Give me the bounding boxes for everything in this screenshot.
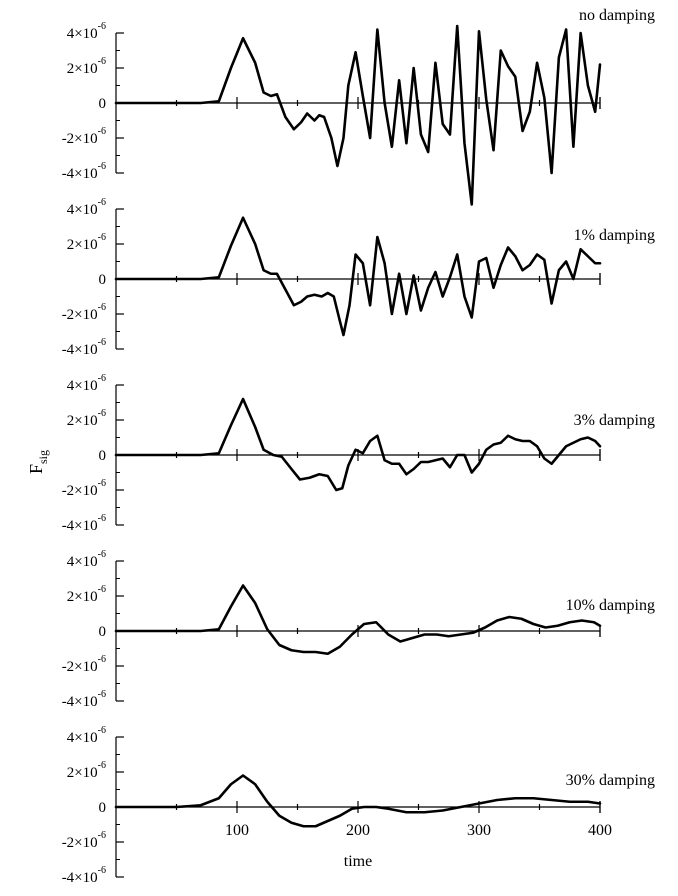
y-tick-mantissa: 2×10 xyxy=(67,61,98,77)
x-tick-label: 400 xyxy=(588,822,612,839)
y-tick-exponent: -6 xyxy=(98,21,106,32)
series-label: no damping xyxy=(579,7,655,24)
y-tick-label: -4×10-6 xyxy=(62,337,106,358)
y-tick-exponent: -6 xyxy=(98,654,106,665)
panel-1: 4×10-62×10-60-2×10-6-4×10-6no damping xyxy=(62,7,655,206)
y-tick-mantissa: -2×10 xyxy=(62,835,98,851)
y-tick-exponent: -6 xyxy=(98,408,106,419)
y-tick-exponent: -6 xyxy=(98,373,106,384)
x-tick-label: 100 xyxy=(225,822,249,839)
panel-2: 4×10-62×10-60-2×10-6-4×10-61% damping xyxy=(62,197,655,358)
y-tick-label: -2×10-6 xyxy=(62,654,106,675)
y-axis-title: Fsig xyxy=(26,450,50,474)
y-tick-mantissa: -4×10 xyxy=(62,694,98,710)
y-tick-label: -2×10-6 xyxy=(62,302,106,323)
panel-3: 4×10-62×10-60-2×10-6-4×10-63% damping xyxy=(62,373,655,534)
y-tick-mantissa: -2×10 xyxy=(62,131,98,147)
y-tick-label: 4×10-6 xyxy=(67,197,106,218)
x-axis-title: time xyxy=(344,853,372,870)
y-tick-exponent: -6 xyxy=(98,197,106,208)
y-tick-label: -4×10-6 xyxy=(62,513,106,534)
series-line xyxy=(114,774,602,828)
y-axis-title-main: F xyxy=(26,464,46,474)
y-tick-label: -2×10-6 xyxy=(62,830,106,851)
series-label: 30% damping xyxy=(566,772,655,789)
series-label: 10% damping xyxy=(566,597,655,614)
panel-5: 4×10-62×10-60-2×10-6-4×10-630% damping10… xyxy=(62,725,655,886)
y-tick-label: 2×10-6 xyxy=(67,232,106,253)
y-tick-mantissa: -4×10 xyxy=(62,870,98,886)
y-tick-exponent: -6 xyxy=(98,478,106,489)
y-tick-label: 4×10-6 xyxy=(67,21,106,42)
y-tick-label: 0 xyxy=(99,624,107,640)
y-tick-label: 4×10-6 xyxy=(67,373,106,394)
y-tick-mantissa: -2×10 xyxy=(62,659,98,675)
y-tick-label: 0 xyxy=(99,448,107,464)
y-tick-mantissa: 4×10 xyxy=(67,26,98,42)
y-tick-label: -4×10-6 xyxy=(62,689,106,710)
panel-4: 4×10-62×10-60-2×10-6-4×10-610% damping xyxy=(62,549,655,710)
y-tick-exponent: -6 xyxy=(98,126,106,137)
y-tick-mantissa: 0 xyxy=(99,96,107,112)
y-tick-label: 2×10-6 xyxy=(67,408,106,429)
y-tick-label: 2×10-6 xyxy=(67,56,106,77)
y-tick-mantissa: -4×10 xyxy=(62,342,98,358)
y-tick-exponent: -6 xyxy=(98,161,106,172)
y-tick-mantissa: 0 xyxy=(99,800,107,816)
y-tick-mantissa: 2×10 xyxy=(67,413,98,429)
y-tick-exponent: -6 xyxy=(98,549,106,560)
y-tick-exponent: -6 xyxy=(98,513,106,524)
y-tick-exponent: -6 xyxy=(98,865,106,876)
y-tick-exponent: -6 xyxy=(98,725,106,736)
y-tick-mantissa: 4×10 xyxy=(67,730,98,746)
x-tick-label: 200 xyxy=(346,822,370,839)
y-tick-mantissa: -4×10 xyxy=(62,518,98,534)
y-tick-mantissa: -2×10 xyxy=(62,483,98,499)
y-tick-label: -2×10-6 xyxy=(62,478,106,499)
y-tick-mantissa: 2×10 xyxy=(67,237,98,253)
y-tick-label: 2×10-6 xyxy=(67,760,106,781)
y-tick-label: 2×10-6 xyxy=(67,584,106,605)
y-tick-exponent: -6 xyxy=(98,337,106,348)
y-tick-exponent: -6 xyxy=(98,584,106,595)
y-axis-title-subscript: sig xyxy=(36,450,50,464)
y-tick-exponent: -6 xyxy=(98,302,106,313)
y-tick-mantissa: -4×10 xyxy=(62,166,98,182)
y-tick-label: -4×10-6 xyxy=(62,161,106,182)
y-tick-label: 0 xyxy=(99,272,107,288)
y-tick-mantissa: 0 xyxy=(99,624,107,640)
series-line xyxy=(114,216,602,337)
y-tick-mantissa: -2×10 xyxy=(62,307,98,323)
y-tick-mantissa: 2×10 xyxy=(67,765,98,781)
x-tick-label: 300 xyxy=(467,822,491,839)
chart-panels: 4×10-62×10-60-2×10-6-4×10-6no damping4×1… xyxy=(62,7,655,886)
y-tick-exponent: -6 xyxy=(98,830,106,841)
y-tick-label: 0 xyxy=(99,96,107,112)
y-tick-exponent: -6 xyxy=(98,689,106,700)
y-tick-exponent: -6 xyxy=(98,232,106,243)
y-tick-mantissa: 4×10 xyxy=(67,554,98,570)
y-tick-exponent: -6 xyxy=(98,760,106,771)
y-tick-label: -4×10-6 xyxy=(62,865,106,886)
y-tick-label: 0 xyxy=(99,800,107,816)
series-label: 3% damping xyxy=(574,412,655,429)
series-label: 1% damping xyxy=(574,227,655,244)
series-line xyxy=(114,397,602,492)
series-line xyxy=(114,24,602,206)
series-line xyxy=(114,584,602,656)
y-tick-exponent: -6 xyxy=(98,56,106,67)
y-tick-mantissa: 4×10 xyxy=(67,378,98,394)
y-tick-mantissa: 4×10 xyxy=(67,202,98,218)
y-tick-label: -2×10-6 xyxy=(62,126,106,147)
y-tick-label: 4×10-6 xyxy=(67,725,106,746)
y-tick-label: 4×10-6 xyxy=(67,549,106,570)
y-tick-mantissa: 2×10 xyxy=(67,589,98,605)
y-tick-mantissa: 0 xyxy=(99,448,107,464)
y-tick-mantissa: 0 xyxy=(99,272,107,288)
